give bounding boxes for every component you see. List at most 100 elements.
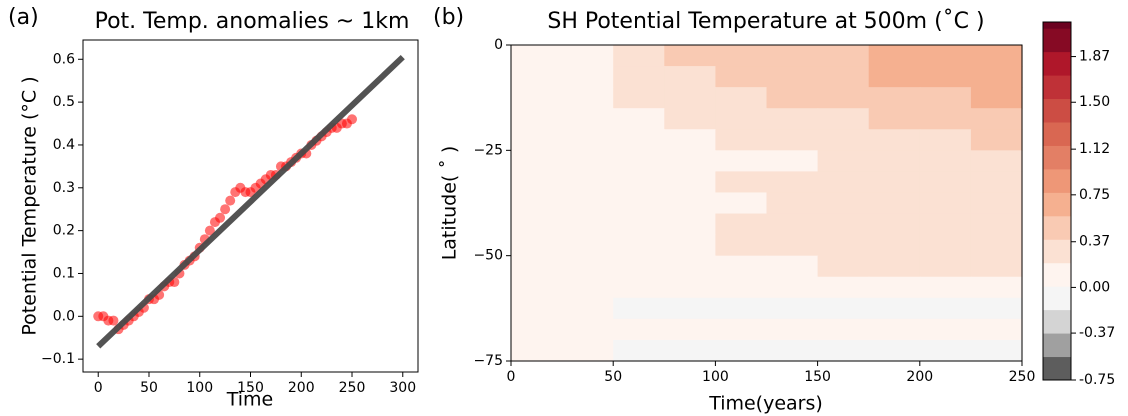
heatmap-cell [919,234,972,257]
colorbar-swatch [1043,262,1071,287]
heatmap-cell [664,66,716,88]
colorbar-swatch [1043,192,1071,217]
y-tick-label: 0 [494,37,503,53]
heatmap-cell [664,129,716,151]
heatmap-cell [613,87,665,109]
colorbar-tick-label: 0.75 [1079,187,1110,203]
y-tick-label: 0.3 [53,180,75,196]
y-tick-label: 0.1 [53,265,75,281]
heatmap-cell [613,108,665,130]
heatmap-cell [664,276,716,299]
colorbar-tick-label: -0.75 [1079,372,1115,388]
x-tick-label: 0 [507,369,516,385]
heatmap-cell [766,276,819,299]
y-axis-label: Potential Temperature (°C ) [19,76,41,335]
heatmap-cell [562,213,614,236]
y-axis-label: Latitude( ˚ ) [439,146,461,261]
y-tick-label: −75 [473,353,503,369]
colorbar-swatch [1043,121,1071,146]
heatmap-cell [817,192,870,215]
heatmap-cell [817,297,870,320]
heatmap-cell [919,213,972,236]
heatmap-cell [613,297,665,320]
heatmap-cell [715,339,768,362]
x-tick-label: 250 [339,380,366,396]
scatter-point [220,204,231,215]
heatmap-cell [562,108,614,130]
heatmap-cell [868,213,921,236]
heatmap-cell [766,45,819,67]
colorbar-swatch [1043,286,1071,311]
heatmap-cell [613,255,665,278]
heatmap-cell [562,45,614,67]
heatmap-cell [919,276,972,299]
fit-line [96,54,405,349]
colorbar-swatch [1043,333,1071,358]
heatmap-cell [868,297,921,320]
heatmap-cell [664,192,716,215]
y-tick-label: 0.4 [53,137,75,153]
heatmap-cell [868,129,921,151]
heatmap-cell [817,66,870,88]
heatmap-cell [766,108,819,130]
scatter-point [204,225,215,236]
scatter-point [225,195,236,206]
y-tick-label: −25 [473,142,503,158]
heatmap-cell [664,255,716,278]
x-tick-label: 100 [186,380,213,396]
panel-label: (a) [8,5,39,30]
heatmap-cell [562,150,614,172]
heatmap-cell [766,87,819,109]
heatmap-cell [817,87,870,109]
heatmap-cell [817,171,870,194]
colorbar-swatch [1043,22,1071,29]
x-tick-label: 50 [140,380,158,396]
heatmap-cell [562,255,614,278]
heatmap-cell [613,150,665,172]
heatmap-cell [715,108,768,130]
heatmap-cell [562,297,614,320]
heatmap-cell [919,318,972,341]
heatmap-cell [970,150,1023,172]
heatmap-cell [664,318,716,341]
heatmap-cell [817,234,870,257]
y-tick-label: −0.1 [41,351,75,367]
heatmap-cell [817,255,870,278]
heatmap-cell [715,297,768,320]
heatmap-cell [613,318,665,341]
heatmap-cell [715,234,768,257]
heatmap-cell [511,87,563,109]
panel-label: (b) [433,5,464,30]
heatmap-cell [511,318,563,341]
heatmap-cell [664,339,716,362]
heatmap-cell [613,234,665,257]
heatmap-cell [664,171,716,194]
heatmap-cell [715,255,768,278]
heatmap-cell [868,108,921,130]
colorbar-swatch [1043,215,1071,240]
heatmap-cell [664,150,716,172]
colorbar-tick-label: 1.50 [1079,94,1110,110]
heatmap-cell [562,339,614,362]
heatmap-cell [919,87,972,109]
heatmap-cell [613,276,665,299]
heatmap-cell [970,234,1023,257]
scatter-point [215,212,226,223]
heatmap-cell [664,108,716,130]
heatmap-cell [970,213,1023,236]
heatmap-cell [970,276,1023,299]
heatmap-cell [766,213,819,236]
colorbar-frame [1042,21,1072,381]
colorbar-tick-label: 0.00 [1079,279,1110,295]
heatmap-cell [970,66,1023,88]
heatmap-cell [715,213,768,236]
heatmap-cell [511,192,563,215]
heatmap-cell [511,45,563,67]
heatmap-cell [562,192,614,215]
x-tick-label: 100 [702,369,729,385]
x-tick-label: 200 [288,380,315,396]
colorbar-swatch [1043,28,1071,53]
heatmap-cell [664,213,716,236]
heatmap-cell [613,171,665,194]
heatmap-cell [868,150,921,172]
